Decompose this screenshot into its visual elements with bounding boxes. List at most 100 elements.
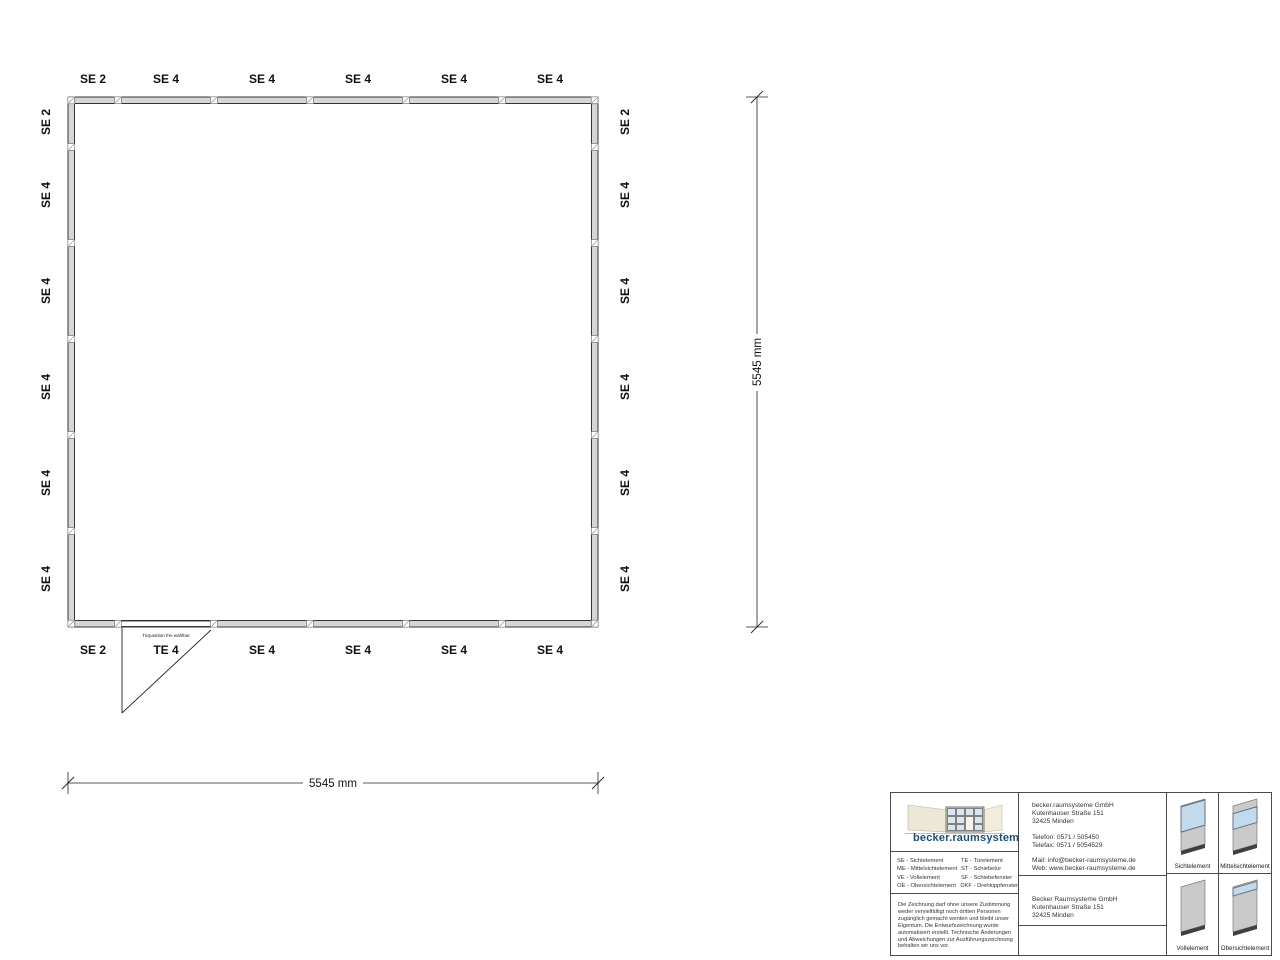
- text-line: [1032, 826, 1166, 834]
- becker-raumsysteme-logo-icon: [905, 804, 1005, 834]
- text-line: Kutenhauser Straße 151: [1032, 809, 1104, 817]
- tile-label: Sichtelement: [1174, 863, 1211, 870]
- disclaimer-text: Die Zeichnung darf ohne unsere Zustimmun…: [891, 894, 1019, 955]
- panel-shape: [1181, 925, 1205, 936]
- connector-joint: [115, 97, 121, 104]
- panel-shape: [1232, 806, 1258, 831]
- segment-label-left: SE 4: [39, 374, 53, 400]
- connector-joint: [591, 336, 598, 342]
- logo-cell: becker.raumsysteme®: [891, 793, 1019, 852]
- text-line: Becker Raumsysteme GmbH: [1032, 896, 1118, 903]
- legend-row: VE - Vollelement SF - Schiebefenster: [897, 874, 1018, 882]
- logo-wordmark: becker.raumsysteme®: [913, 832, 1019, 844]
- connector-joint: [68, 336, 75, 342]
- legend-abbr: SF - Schiebefenster: [961, 874, 1013, 881]
- connector-joint: [591, 432, 598, 438]
- segment-label-bottom: SE 4: [249, 643, 275, 657]
- sichtelement-panel-icon: [1180, 798, 1206, 855]
- connector-joint: [211, 620, 217, 627]
- text-line: Mail: info@becker-raumsysteme.de: [1032, 857, 1136, 865]
- text-line: Web: www.becker-raumsysteme.de: [1032, 865, 1136, 873]
- room-interior: [74, 103, 592, 621]
- text-line: 32425 Minden: [1032, 911, 1074, 919]
- segment-label-top: SE 4: [441, 72, 467, 86]
- segment-label-bottom: SE 2: [80, 643, 106, 657]
- dim-value-height: 5545 mm: [752, 338, 764, 386]
- connector-joint: [591, 144, 598, 150]
- segment-label-left: SE 4: [39, 566, 53, 592]
- obersichtelement-panel-icon: [1232, 879, 1258, 936]
- segment-label-left: SE 2: [39, 109, 53, 135]
- segment-label-top: SE 4: [537, 72, 563, 86]
- legend-abbr: ST - Schiebetür: [961, 866, 1002, 873]
- text-line: Telefon: 0571 / 505450: [1032, 833, 1100, 841]
- legend-abbr: DKF - Drehkippfenster: [960, 883, 1018, 890]
- panel-shape: [1233, 844, 1257, 855]
- tile-label: Mittelsichtelement: [1220, 863, 1270, 870]
- company-contact-block: becker.raumsysteme GmbH Kutenhauser Straß…: [1019, 793, 1167, 876]
- text-line: 32425 Minden: [1032, 817, 1074, 825]
- door-note: Türposition frei wählbar: [142, 633, 190, 638]
- connector-joint: [68, 240, 75, 246]
- connector-joint: [591, 240, 598, 246]
- tile-vollelement: Vollelement: [1167, 874, 1219, 955]
- connector-joint: [68, 97, 75, 104]
- door-element: [119, 620, 213, 627]
- mittelsichtelement-panel-icon: [1232, 798, 1258, 855]
- company-owner-block: Becker Raumsysteme GmbH Kutenhauser Straß…: [1019, 876, 1167, 926]
- door-swing-line: [121, 629, 212, 714]
- segment-label-right: SE 4: [618, 278, 632, 304]
- text-line: [1032, 849, 1166, 857]
- segment-label-top: SE 2: [80, 72, 106, 86]
- segment-label-left: SE 4: [39, 182, 53, 208]
- segment-label-bottom: SE 4: [441, 643, 467, 657]
- text-line: becker.raumsysteme GmbH: [1032, 802, 1114, 809]
- tile-label: Vollelement: [1176, 945, 1209, 952]
- dim-tick: [750, 90, 764, 104]
- connector-joint: [403, 97, 409, 104]
- connector-joint: [591, 620, 598, 627]
- panel-shape: [1180, 879, 1206, 933]
- panel-shape: [1181, 844, 1205, 855]
- legend-row: OE - Obersichtelement DKF - Drehkippfenst…: [897, 882, 1018, 890]
- segment-label-bottom: SE 4: [537, 643, 563, 657]
- legend-row: SE - Sichtelement TE - Türelement: [897, 857, 1018, 865]
- title-block: becker.raumsysteme® SE - Sichtelement TE …: [890, 792, 1272, 956]
- segment-label-left: SE 4: [39, 470, 53, 496]
- tile-mittelsichtelement: Mittelsichtelement: [1219, 793, 1271, 874]
- segment-label-right: SE 4: [618, 374, 632, 400]
- connector-joint: [403, 620, 409, 627]
- legend-abbr: OE - Obersichtelement: [897, 883, 956, 890]
- connector-joint: [307, 97, 313, 104]
- segment-label-right: SE 4: [618, 470, 632, 496]
- segment-label-top: SE 4: [249, 72, 275, 86]
- segment-label-right: SE 4: [618, 566, 632, 592]
- connector-joint: [68, 620, 75, 627]
- text-line: Telefax: 0571 / 5054529: [1032, 841, 1103, 849]
- panel-shape: [1232, 880, 1258, 897]
- connector-joint: [211, 97, 217, 104]
- tile-label: Obersichtelement: [1220, 945, 1270, 952]
- dim-tick: [591, 776, 605, 790]
- tile-sichtelement: Sichtelement: [1167, 793, 1219, 874]
- segment-label-bottom: TE 4: [153, 643, 179, 657]
- text-line: Kutenhauser Straße 151: [1032, 903, 1104, 911]
- empty-cell: [1019, 926, 1167, 955]
- connector-joint: [499, 620, 505, 627]
- connector-joint: [499, 97, 505, 104]
- segment-label-right: SE 2: [618, 109, 632, 135]
- segment-label-right: SE 4: [618, 182, 632, 208]
- connector-joint: [115, 620, 121, 627]
- segment-label-bottom: SE 4: [345, 643, 371, 657]
- connector-joint: [68, 144, 75, 150]
- panel-shape: [1233, 925, 1257, 936]
- connector-joint: [591, 528, 598, 534]
- connector-joint: [307, 620, 313, 627]
- vollelement-panel-icon: [1180, 879, 1206, 936]
- panel-shape: [1180, 799, 1206, 833]
- segment-label-top: SE 4: [345, 72, 371, 86]
- tile-obersichtelement: Obersichtelement: [1219, 874, 1271, 955]
- dim-value-width: 5545 mm: [309, 778, 357, 790]
